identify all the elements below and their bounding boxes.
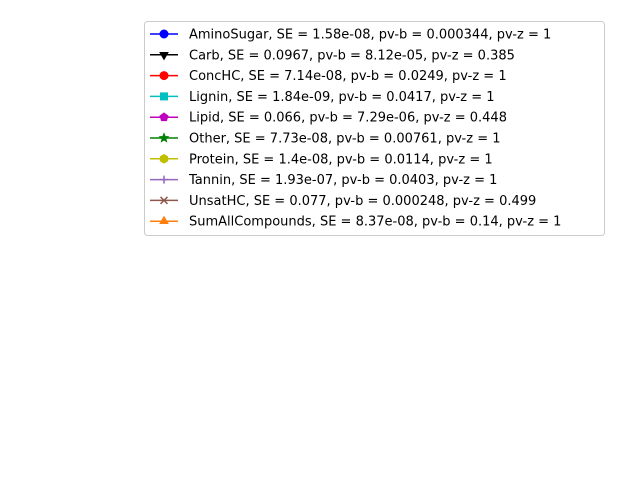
legend-entry: Lipid, SE = 0.066, pv-b = 7.29e-06, pv-z…: [150, 111, 507, 126]
legend-entry: Lignin, SE = 1.84e-09, pv-b = 0.0417, pv…: [150, 90, 495, 105]
legend-entry: Other, SE = 7.73e-08, pv-b = 0.00761, pv…: [150, 132, 501, 147]
legend-label: Other, SE = 7.73e-08, pv-b = 0.00761, pv…: [189, 132, 501, 147]
legend-label: ConcHC, SE = 7.14e-08, pv-b = 0.0249, pv…: [189, 69, 507, 84]
legend-label: SumAllCompounds, SE = 8.37e-08, pv-b = 0…: [189, 215, 561, 230]
legend-marker-circle: [159, 71, 169, 81]
legend-entry: AminoSugar, SE = 1.58e-08, pv-b = 0.0003…: [150, 28, 551, 43]
legend-marker-x: [159, 196, 169, 205]
legend-marker-square: [160, 92, 168, 101]
legend-entry: ConcHC, SE = 7.14e-08, pv-b = 0.0249, pv…: [150, 69, 507, 84]
legend-marker-plus: [160, 175, 168, 184]
legend-entries: AminoSugar, SE = 1.58e-08, pv-b = 0.0003…: [150, 28, 561, 230]
legend-entry: UnsatHC, SE = 0.077, pv-b = 0.000248, pv…: [150, 194, 536, 209]
legend-entry: Protein, SE = 1.4e-08, pv-b = 0.0114, pv…: [150, 152, 493, 167]
legend-marker-hexagon: [159, 154, 169, 164]
legend-label: Lipid, SE = 0.066, pv-b = 7.29e-06, pv-z…: [189, 111, 507, 126]
legend-entry: Tannin, SE = 1.93e-07, pv-b = 0.0403, pv…: [150, 173, 497, 188]
legend-label: Lignin, SE = 1.84e-09, pv-b = 0.0417, pv…: [189, 90, 495, 105]
legend-marker-circle: [159, 29, 169, 39]
legend-label: Tannin, SE = 1.93e-07, pv-b = 0.0403, pv…: [188, 173, 497, 188]
legend: AminoSugar, SE = 1.58e-08, pv-b = 0.0003…: [144, 21, 605, 236]
legend-label: Protein, SE = 1.4e-08, pv-b = 0.0114, pv…: [189, 152, 493, 167]
legend-frame: [144, 21, 605, 236]
legend-marker-triangle-down: [159, 52, 169, 61]
legend-label: AminoSugar, SE = 1.58e-08, pv-b = 0.0003…: [189, 28, 551, 43]
legend-entry: Carb, SE = 0.0967, pv-b = 8.12e-05, pv-z…: [150, 48, 515, 63]
legend-marker-pentagon: [159, 112, 169, 122]
legend-label: Carb, SE = 0.0967, pv-b = 8.12e-05, pv-z…: [189, 48, 515, 63]
legend-label: UnsatHC, SE = 0.077, pv-b = 0.000248, pv…: [189, 194, 536, 209]
legend-marker-triangle-up: [159, 215, 169, 224]
legend-marker-star: [158, 132, 170, 143]
legend-entry: SumAllCompounds, SE = 8.37e-08, pv-b = 0…: [150, 215, 561, 230]
